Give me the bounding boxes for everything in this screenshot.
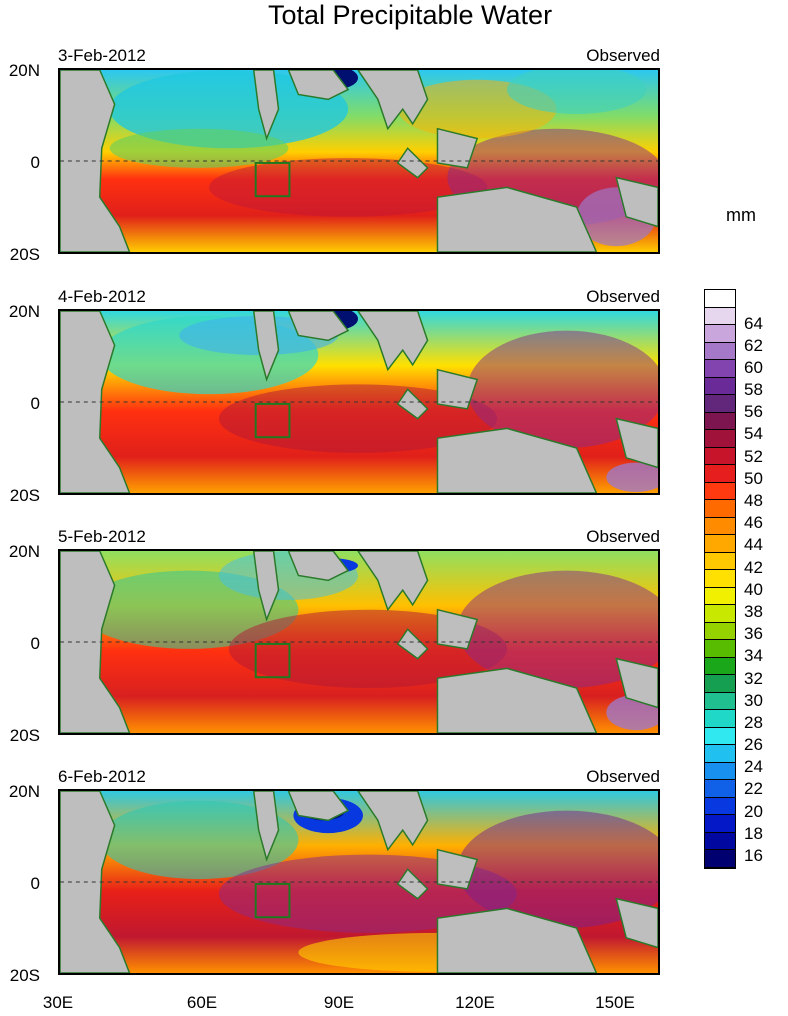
colorbar-unit: mm [726, 205, 756, 225]
lat-label-0: 0 [30, 634, 40, 653]
colorbar-step [705, 710, 735, 728]
colorbar-label: 30 [744, 690, 763, 710]
panel-date: 6-Feb-2012 [58, 767, 146, 786]
panel-source: Observed [586, 287, 660, 306]
lat-label-0: 0 [30, 153, 40, 172]
colorbar-label: 50 [744, 468, 763, 488]
lat-label-20s: 20S [9, 486, 40, 505]
panel-date: 4-Feb-2012 [58, 287, 146, 306]
colorbar-step [705, 395, 735, 413]
colorbar-label: 56 [744, 402, 763, 422]
map-panel-1: 3-Feb-2012 Observed [0, 46, 700, 286]
colorbar-label: 22 [744, 779, 763, 799]
map-field [58, 68, 660, 254]
colorbar-step [705, 447, 735, 465]
longitude-axis: 30E 60E 90E 120E 150E [0, 993, 700, 1015]
panel-source: Observed [586, 46, 660, 65]
colorbar-step [705, 657, 735, 675]
colorbar-label: 42 [744, 557, 763, 577]
map-field [58, 309, 660, 495]
colorbar-step [705, 605, 735, 623]
panel-source: Observed [586, 527, 660, 546]
lat-label-20s: 20S [9, 726, 40, 745]
colorbar-label: 46 [744, 513, 763, 533]
colorbar-step [705, 622, 735, 640]
colorbar-step [705, 552, 735, 570]
map-panel-3: 5-Feb-2012 Observed [0, 527, 700, 767]
colorbar-step [705, 377, 735, 395]
colorbar-label: 60 [744, 357, 763, 377]
map-field [58, 789, 660, 975]
colorbar-label: 48 [744, 491, 763, 510]
colorbar-label: 24 [744, 757, 763, 777]
colorbar-label: 18 [744, 823, 763, 843]
lat-label-0: 0 [30, 394, 40, 413]
lat-label-20s: 20S [9, 966, 40, 985]
tpw-field-svg [60, 551, 658, 733]
lon-label-120e: 120E [455, 993, 495, 1012]
chart-title: Total Precipitable Water [267, 0, 553, 30]
colorbar-label: 32 [744, 668, 763, 688]
lat-label-20s: 20S [9, 245, 40, 264]
panel-date: 3-Feb-2012 [58, 46, 146, 65]
lat-label-20n: 20N [8, 542, 40, 561]
colorbar-step [705, 535, 735, 553]
colorbar-step [705, 675, 735, 693]
lon-label-60e: 60E [186, 993, 218, 1012]
colorbar-step [705, 360, 735, 378]
colorbar-label: 62 [744, 335, 763, 355]
colorbar-step [705, 762, 735, 780]
colorbar [704, 289, 736, 869]
colorbar-step [705, 430, 735, 448]
colorbar-step [705, 780, 735, 798]
colorbar-step [705, 850, 735, 868]
colorbar-step [705, 832, 735, 850]
lat-label-20n: 20N [8, 782, 40, 801]
colorbar-label: 36 [744, 624, 763, 644]
colorbar-step [705, 727, 735, 745]
lon-label-30e: 30E [42, 993, 74, 1012]
colorbar-label: 44 [744, 535, 763, 555]
lon-label-90e: 90E [323, 993, 355, 1012]
colorbar-step [705, 745, 735, 763]
colorbar-label: 34 [744, 646, 763, 666]
colorbar-label: 16 [744, 846, 763, 865]
colorbar-step [705, 290, 735, 308]
colorbar-label: 54 [744, 424, 763, 444]
tpw-field-svg [60, 70, 658, 252]
colorbar-label: 58 [744, 380, 763, 400]
panel-date: 5-Feb-2012 [58, 527, 146, 546]
colorbar-step [705, 465, 735, 483]
colorbar-step [705, 325, 735, 343]
colorbar-label: 64 [744, 313, 763, 333]
lat-label-20n: 20N [8, 61, 40, 80]
panel-source: Observed [586, 767, 660, 786]
tpw-field-svg [60, 311, 658, 493]
colorbar-label: 40 [744, 579, 763, 599]
colorbar-step [705, 517, 735, 535]
colorbar-step [705, 587, 735, 605]
colorbar-step [705, 640, 735, 658]
colorbar-step [705, 500, 735, 518]
colorbar-step [705, 412, 735, 430]
colorbar-step [705, 482, 735, 500]
colorbar-label: 20 [744, 801, 763, 821]
colorbar-step [705, 692, 735, 710]
colorbar-step [705, 342, 735, 360]
lat-label-0: 0 [30, 874, 40, 893]
colorbar-label: 26 [744, 735, 763, 755]
map-panel-4: 6-Feb-2012 Observed [0, 767, 700, 1007]
colorbar-label: 52 [744, 446, 763, 466]
colorbar-step [705, 797, 735, 815]
colorbar-label: 28 [744, 712, 763, 732]
colorbar-label: 38 [744, 601, 763, 621]
colorbar-step [705, 815, 735, 833]
map-field [58, 549, 660, 735]
map-panel-2: 4-Feb-2012 Observed [0, 287, 700, 527]
colorbar-step [705, 307, 735, 325]
lon-label-150e: 150E [595, 993, 635, 1012]
colorbar-step [705, 570, 735, 588]
lat-label-20n: 20N [8, 302, 40, 321]
tpw-field-svg [60, 791, 658, 973]
